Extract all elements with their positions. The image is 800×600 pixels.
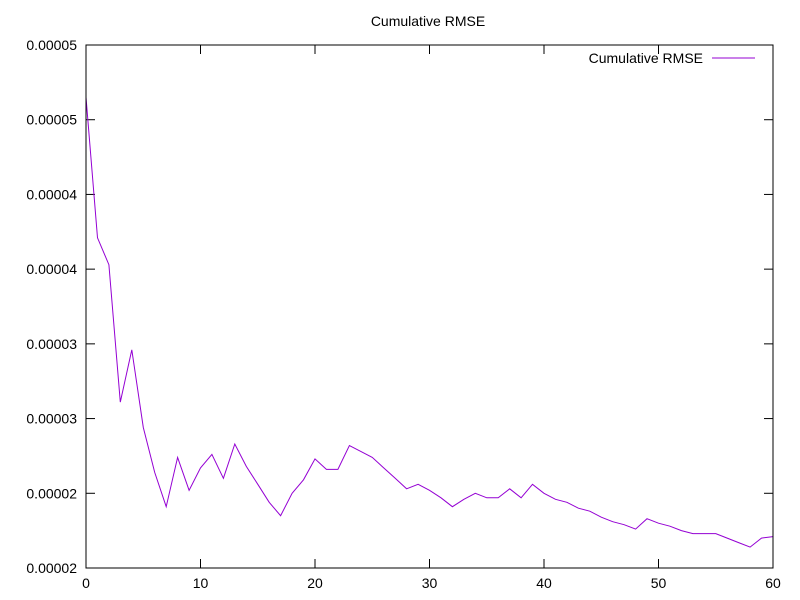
x-tick-label: 60: [765, 575, 781, 591]
y-tick-label: 0.00002: [26, 485, 77, 501]
chart-title: Cumulative RMSE: [371, 13, 485, 29]
legend-label: Cumulative RMSE: [589, 50, 703, 66]
x-tick-label: 10: [193, 575, 209, 591]
axis-ticks: 0.00002 0.00002 0.00003 0.00003 0.00004 0.000…: [26, 37, 781, 591]
y-tick-label: 0.00003: [26, 336, 77, 352]
x-tick-label: 20: [307, 575, 323, 591]
y-tick-label: 0.00003: [26, 411, 77, 427]
y-tick-label: 0.00004: [26, 261, 77, 277]
legend: Cumulative RMSE: [589, 50, 755, 66]
y-tick-label: 0.00002: [26, 560, 77, 576]
plot-frame: [85, 44, 774, 569]
x-tick-label: 40: [536, 575, 552, 591]
y-tick-label: 0.00004: [26, 186, 77, 202]
series-line: [85, 97, 774, 548]
x-tick-label: 0: [82, 575, 90, 591]
y-tick-label: 0.00005: [26, 37, 77, 53]
x-tick-label: 50: [651, 575, 667, 591]
series-layer: [85, 97, 774, 548]
x-tick-label: 30: [422, 575, 438, 591]
y-tick-label: 0.00005: [26, 112, 77, 128]
